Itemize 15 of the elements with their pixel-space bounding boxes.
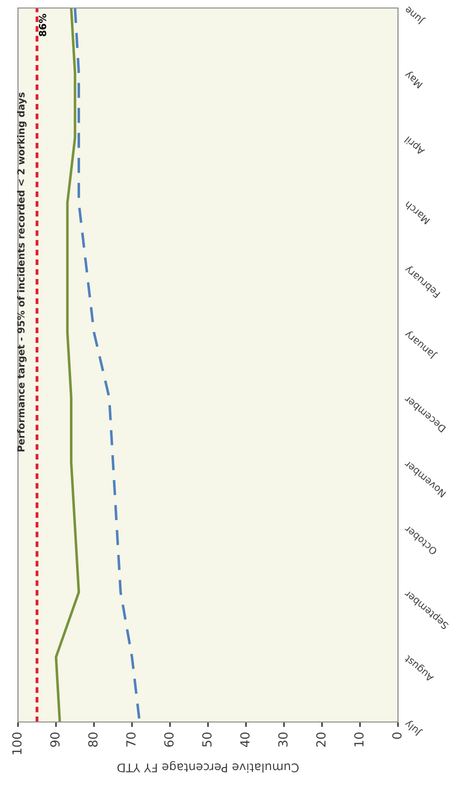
- x-tick-label: 20: [316, 732, 326, 747]
- x-tick-label: 80: [88, 732, 98, 747]
- x-tick-label: 90: [50, 732, 60, 747]
- x-axis-title: Cumulative Percentage FY YTD: [117, 761, 299, 773]
- data-label: 86%: [38, 14, 46, 36]
- ref-line-label: Performance target - 95% of incidents recorded < 2 working days: [17, 92, 27, 452]
- x-tick-label: 30: [278, 732, 288, 747]
- x-tick-label: 40: [240, 732, 250, 748]
- x-tick-label: 100: [12, 732, 22, 754]
- x-tick-label: 50: [202, 732, 212, 747]
- y-tick-label: July: [404, 718, 424, 738]
- x-tick-label: 70: [126, 732, 136, 747]
- x-tick-label: 60: [164, 732, 174, 747]
- x-tick-label: 0: [392, 732, 402, 739]
- x-tick-label: 10: [354, 732, 364, 746]
